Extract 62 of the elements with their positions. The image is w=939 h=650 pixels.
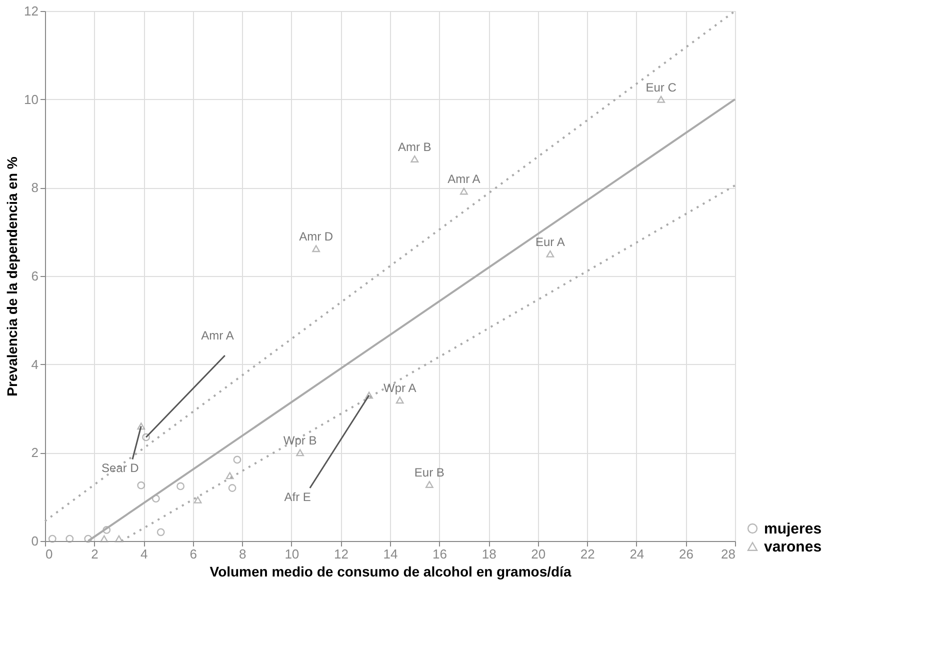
annotation: Afr E bbox=[284, 490, 311, 504]
x-tick-label: 16 bbox=[432, 546, 448, 562]
point bbox=[66, 534, 74, 543]
annotation: Sear D bbox=[101, 461, 140, 476]
y-axis-title: Prevalencia de la dependencia en % bbox=[4, 156, 20, 396]
annotation: Wpr B bbox=[283, 434, 317, 448]
x-tick-label: 28 bbox=[721, 546, 736, 562]
y-tick-label: 6 bbox=[31, 268, 38, 284]
annotation: Wpr A bbox=[384, 381, 416, 396]
y-tick-label: 0 bbox=[31, 534, 38, 548]
x-tick-label: 2 bbox=[91, 546, 98, 562]
annotation: Eur B bbox=[414, 465, 444, 480]
y-tick-label: 12 bbox=[24, 4, 38, 18]
x-tick-label: 10 bbox=[284, 546, 300, 562]
point bbox=[84, 534, 92, 543]
point bbox=[233, 456, 242, 464]
x-tick-label: 22 bbox=[580, 546, 595, 562]
x-tick-label: 14 bbox=[383, 546, 398, 562]
point bbox=[152, 494, 160, 503]
point bbox=[176, 482, 184, 490]
point bbox=[156, 528, 165, 536]
x-tick-label: 20 bbox=[531, 546, 546, 562]
point bbox=[226, 472, 234, 480]
point bbox=[460, 188, 468, 195]
point bbox=[312, 245, 320, 252]
y-tick-label: 8 bbox=[31, 180, 38, 196]
x-tick-label: 18 bbox=[482, 546, 496, 562]
y-tick-label: 2 bbox=[31, 445, 38, 460]
x-axis-title: Volumen medio de consumo de alcohol en gramos/día bbox=[210, 564, 572, 580]
point bbox=[657, 96, 666, 103]
legend-label: varones bbox=[764, 538, 822, 556]
annotation: Amr A bbox=[201, 328, 234, 343]
point bbox=[410, 155, 419, 162]
point bbox=[102, 526, 111, 534]
annotation: Amr B bbox=[398, 140, 432, 154]
annotation: Eur C bbox=[646, 80, 677, 94]
x-tick-label: 8 bbox=[239, 546, 246, 562]
x-tick-label: 4 bbox=[140, 546, 148, 562]
point bbox=[365, 392, 374, 399]
point bbox=[142, 433, 150, 442]
point bbox=[228, 484, 236, 492]
point bbox=[546, 250, 554, 258]
legend-label: mujeres bbox=[764, 520, 822, 538]
point bbox=[114, 535, 123, 542]
x-tick-label: 26 bbox=[678, 546, 694, 562]
annotation: Amr D bbox=[299, 230, 334, 244]
annotation: Eur A bbox=[536, 234, 565, 249]
point bbox=[396, 396, 404, 404]
point bbox=[296, 449, 304, 456]
x-tick-label: 24 bbox=[630, 546, 644, 562]
point bbox=[48, 534, 56, 543]
point bbox=[137, 422, 146, 430]
point bbox=[425, 480, 434, 488]
x-tick-label: 12 bbox=[334, 546, 348, 562]
y-tick-label: 4 bbox=[31, 356, 38, 372]
y-tick-label: 10 bbox=[24, 92, 38, 107]
point bbox=[194, 496, 202, 504]
x-tick-label: 6 bbox=[190, 546, 197, 562]
point bbox=[100, 535, 108, 542]
point bbox=[137, 481, 146, 490]
x-tick-label: 0 bbox=[46, 546, 53, 562]
annotation: Amr A bbox=[448, 172, 480, 186]
